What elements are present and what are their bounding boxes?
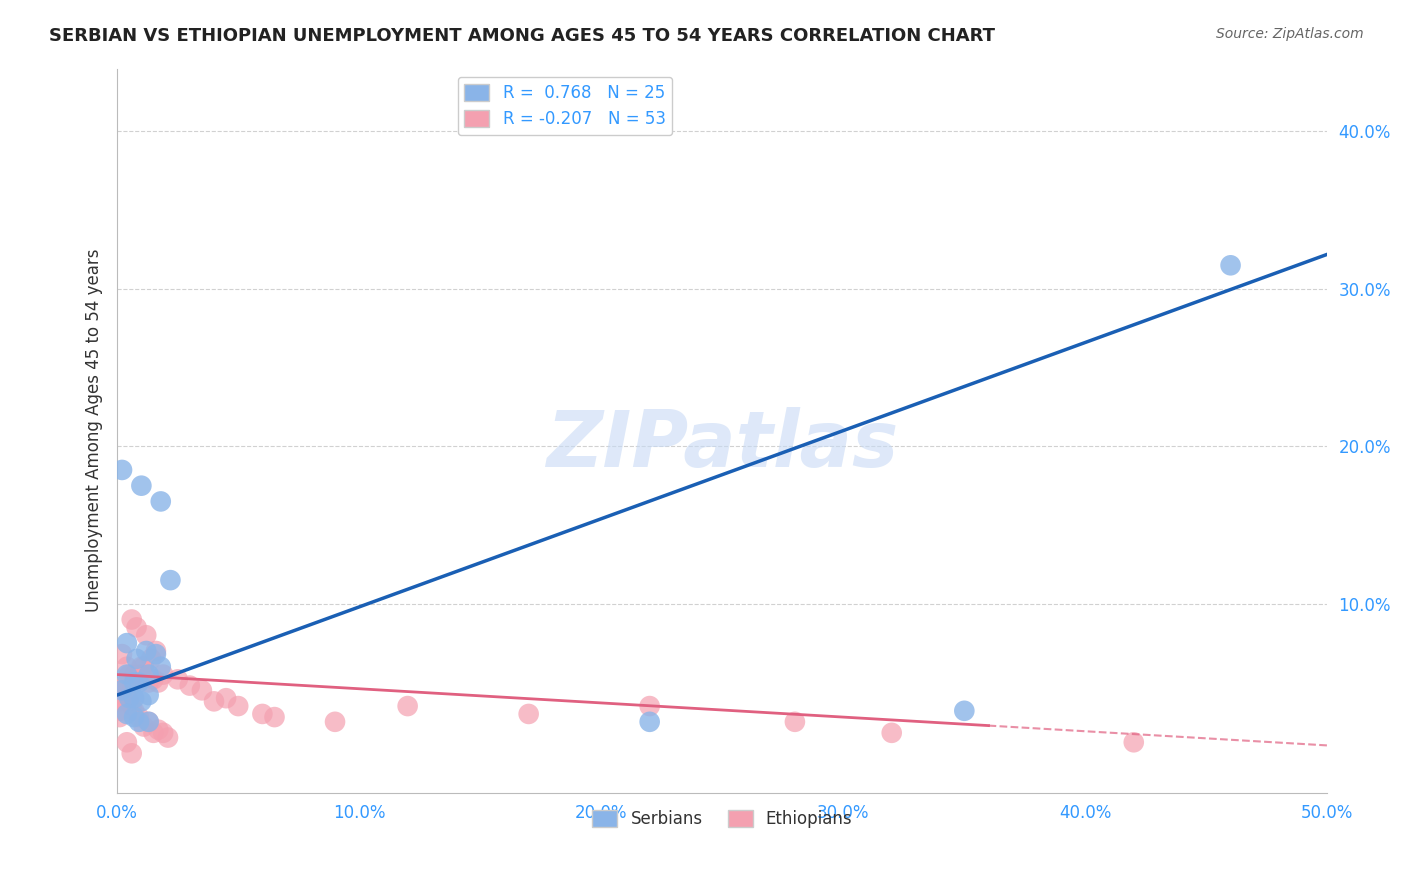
Point xyxy=(111,683,134,698)
Point xyxy=(108,710,131,724)
Point xyxy=(108,683,131,698)
Text: ZIPatlas: ZIPatlas xyxy=(546,407,898,483)
Point xyxy=(517,706,540,721)
Point xyxy=(159,573,181,587)
Point xyxy=(252,706,274,721)
Y-axis label: Unemployment Among Ages 45 to 54 years: Unemployment Among Ages 45 to 54 years xyxy=(86,249,103,612)
Point xyxy=(138,688,160,702)
Point xyxy=(115,735,138,749)
Point xyxy=(128,714,150,729)
Text: SERBIAN VS ETHIOPIAN UNEMPLOYMENT AMONG AGES 45 TO 54 YEARS CORRELATION CHART: SERBIAN VS ETHIOPIAN UNEMPLOYMENT AMONG … xyxy=(49,27,995,45)
Point xyxy=(121,699,143,714)
Point xyxy=(122,691,145,706)
Point xyxy=(138,667,160,681)
Point xyxy=(166,673,188,687)
Text: Source: ZipAtlas.com: Source: ZipAtlas.com xyxy=(1216,27,1364,41)
Point xyxy=(135,628,157,642)
Point xyxy=(142,726,165,740)
Point xyxy=(139,652,162,666)
Point xyxy=(131,659,153,673)
Point xyxy=(145,644,167,658)
Point xyxy=(125,652,148,666)
Point xyxy=(953,704,976,718)
Point xyxy=(111,647,134,661)
Point xyxy=(115,675,138,690)
Point xyxy=(638,699,661,714)
Point xyxy=(118,691,141,706)
Point xyxy=(179,679,201,693)
Point xyxy=(128,675,150,690)
Point xyxy=(115,706,138,721)
Point xyxy=(118,694,141,708)
Point xyxy=(108,704,131,718)
Point xyxy=(1219,258,1241,272)
Point xyxy=(138,714,160,729)
Point xyxy=(111,683,134,698)
Point xyxy=(138,675,160,690)
Point xyxy=(131,694,153,708)
Point xyxy=(638,714,661,729)
Point xyxy=(115,636,138,650)
Point xyxy=(132,659,155,673)
Point xyxy=(152,726,174,740)
Point xyxy=(880,726,903,740)
Point xyxy=(157,731,180,745)
Point xyxy=(396,699,419,714)
Point xyxy=(145,647,167,661)
Point xyxy=(152,667,174,681)
Point xyxy=(125,620,148,634)
Point xyxy=(149,659,172,673)
Point xyxy=(149,494,172,508)
Point xyxy=(122,710,145,724)
Point xyxy=(122,667,145,681)
Point xyxy=(121,747,143,761)
Point xyxy=(323,714,346,729)
Point xyxy=(115,667,138,681)
Point xyxy=(215,691,238,706)
Point xyxy=(202,694,225,708)
Point xyxy=(132,720,155,734)
Point xyxy=(115,691,138,706)
Point xyxy=(148,723,170,737)
Point xyxy=(122,704,145,718)
Point xyxy=(121,679,143,693)
Point xyxy=(263,710,285,724)
Point xyxy=(191,683,214,698)
Point xyxy=(131,478,153,492)
Point xyxy=(118,667,141,681)
Point xyxy=(122,675,145,690)
Point xyxy=(142,673,165,687)
Point xyxy=(111,463,134,477)
Point xyxy=(128,710,150,724)
Point xyxy=(1122,735,1144,749)
Point xyxy=(121,612,143,626)
Point xyxy=(115,659,138,673)
Point xyxy=(108,694,131,708)
Point xyxy=(128,667,150,681)
Legend: Serbians, Ethiopians: Serbians, Ethiopians xyxy=(585,804,859,835)
Point xyxy=(131,667,153,681)
Point xyxy=(783,714,806,729)
Point xyxy=(138,714,160,729)
Point xyxy=(148,675,170,690)
Point xyxy=(135,644,157,658)
Point xyxy=(111,691,134,706)
Point xyxy=(226,699,249,714)
